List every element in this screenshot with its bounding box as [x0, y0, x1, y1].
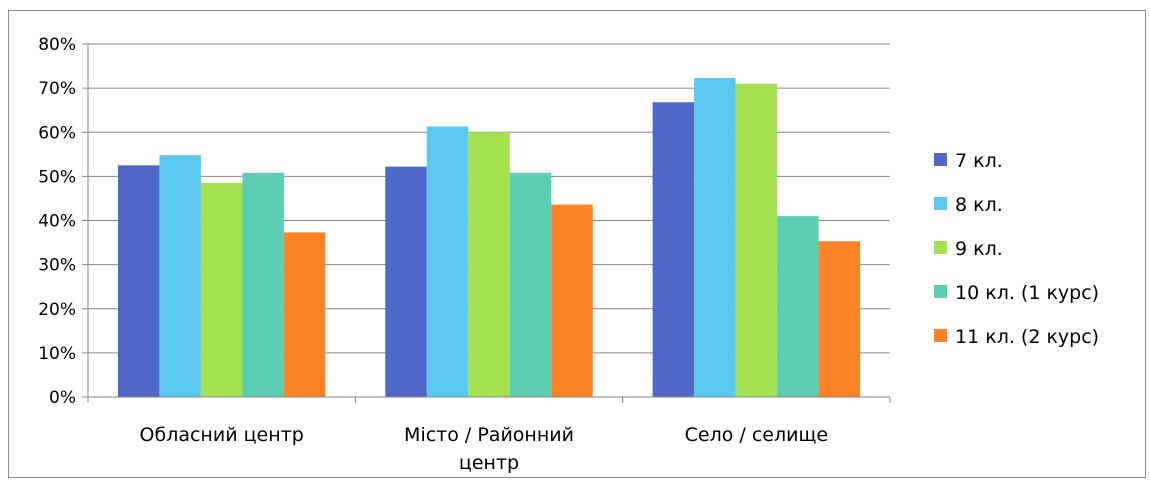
- bar: [551, 204, 593, 397]
- legend-swatch: [934, 241, 947, 254]
- y-tick-label: 60%: [38, 123, 76, 143]
- legend-label: 11 кл. (2 курс): [955, 326, 1099, 348]
- legend-swatch: [934, 285, 947, 298]
- bar: [735, 83, 778, 398]
- legend-label: 7 кл.: [955, 150, 1003, 172]
- category-label: центр: [459, 452, 519, 474]
- y-tick-label: 10%: [38, 344, 76, 364]
- bar: [694, 77, 736, 397]
- y-tick-labels: 0% 10% 20% 30% 40% 50% 60% 70% 80%: [38, 35, 76, 408]
- bar: [777, 216, 819, 397]
- bar: [117, 165, 160, 397]
- y-tick-label: 70%: [38, 79, 76, 99]
- bar: [652, 102, 695, 398]
- legend-label: 10 кл. (1 курс): [955, 282, 1099, 304]
- y-tick-label: 20%: [38, 300, 76, 320]
- category-label: Місто / Районний: [404, 424, 574, 446]
- bar: [200, 182, 243, 397]
- legend-label: 9 кл.: [955, 238, 1003, 260]
- y-tick-label: 80%: [38, 35, 76, 55]
- bar: [385, 166, 427, 397]
- legend-swatch: [934, 197, 947, 210]
- axes: [82, 43, 891, 403]
- category-label: Село / селище: [685, 424, 828, 446]
- bars: [117, 77, 861, 398]
- legend-swatch: [934, 329, 947, 342]
- category-label: Обласний центр: [140, 424, 304, 446]
- bar: [242, 172, 284, 397]
- y-tick-label: 0%: [49, 388, 76, 408]
- y-tick-label: 30%: [38, 256, 76, 276]
- bar: [283, 232, 326, 397]
- legend-swatch: [934, 153, 947, 166]
- bar: [818, 241, 861, 397]
- bar: [509, 172, 552, 397]
- legend: 7 кл. 8 кл. 9 кл. 10 кл. (1 курс) 11 кл. (2 …: [934, 150, 1099, 348]
- legend-label: 8 кл.: [955, 194, 1003, 216]
- bar: [468, 132, 510, 397]
- y-tick-label: 50%: [38, 167, 76, 187]
- bar: [159, 155, 201, 397]
- y-tick-label: 40%: [38, 212, 76, 232]
- category-labels: Обласний центр Місто / Районний центр Село …: [140, 424, 829, 474]
- bar: [426, 126, 469, 398]
